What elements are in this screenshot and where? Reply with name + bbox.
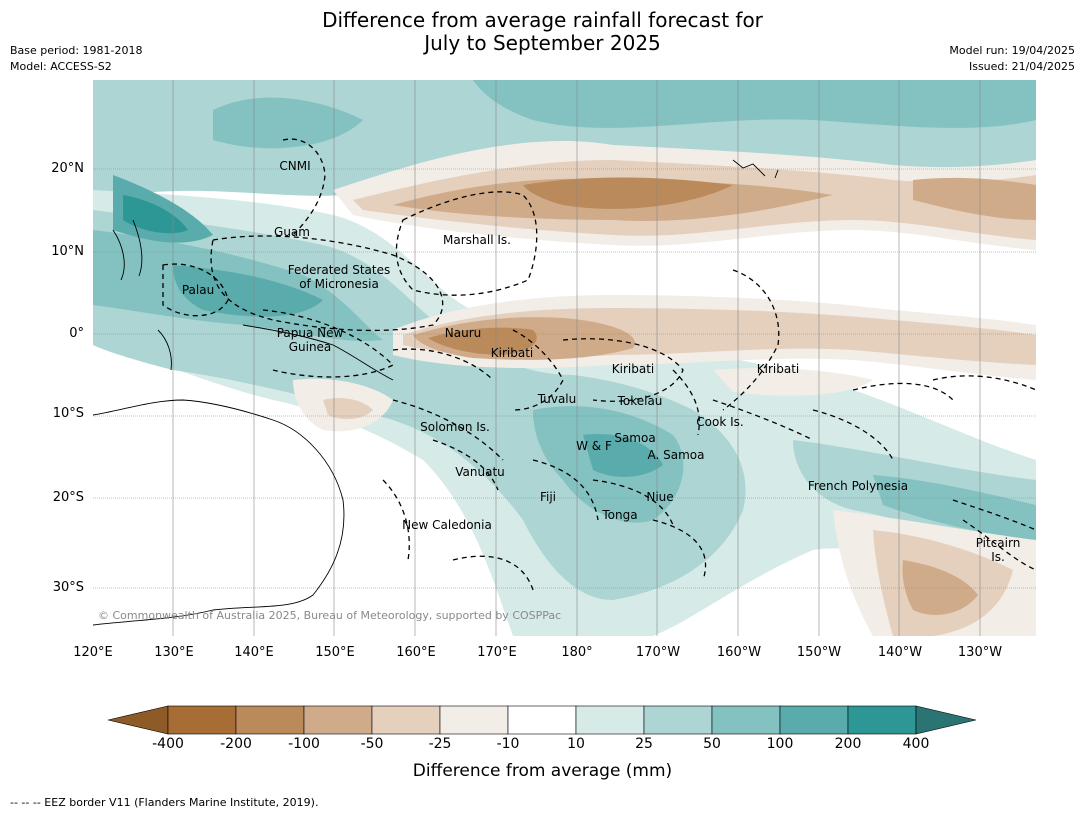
region-label: Nauru [444,326,482,340]
longitude-tick: 170°W [635,645,681,660]
colorbar-segment [711,705,781,735]
model-name: Model: ACCESS-S2 [10,60,112,73]
colorbar-tick-label: -400 [152,736,184,752]
region-label: Fiji [539,490,557,504]
latitude-tick: 20°N [51,161,84,176]
region-label: Papua New Guinea [276,326,344,354]
colorbar-tick-label: 50 [703,736,721,752]
longitude-tick: 130°W [957,645,1003,660]
colorbar-over-triangle [915,705,977,735]
copyright-notice: © Commonwealth of Australia 2025, Bureau… [98,609,562,622]
longitude-tick: 140°E [234,645,274,660]
colorbar-segment [507,705,577,735]
eez-borders [162,138,1036,591]
region-label: Tuvalu [537,392,577,406]
colorbar-segment [847,705,917,735]
region-label: Kiribati [490,346,534,360]
map-title-line1: Difference from average rainfall forecas… [322,8,763,32]
latitude-tick: 0° [69,326,84,341]
colorbar-tick-label: 200 [834,736,862,752]
longitude-tick: 150°W [796,645,842,660]
longitude-tick: 140°W [877,645,923,660]
region-label: Kiribati [756,362,800,376]
colorbar-segment [235,705,305,735]
colorbar-tick-label: -50 [360,736,384,752]
base-period: Base period: 1981-2018 [10,44,143,57]
rainfall-map [93,80,1036,636]
longitude-tick: 180° [561,645,593,660]
colorbar-under-triangle [107,705,169,735]
graticule [93,80,1036,636]
region-label: Guam [274,225,310,239]
region-label: Vanuatu [455,465,505,479]
colorbar-title: Difference from average (mm) [412,761,673,781]
colorbar-segment [575,705,645,735]
region-label: Palau [181,283,215,297]
region-label: Niue [646,490,674,504]
region-label: Marshall Is. [443,233,511,247]
region-label: Cook Is. [696,415,744,429]
model-run: Model run: 19/04/2025 [949,44,1075,57]
colorbar-segment [643,705,713,735]
longitude-tick: 120°E [73,645,113,660]
colorbar-tick-label: -200 [220,736,252,752]
region-label: Samoa [614,431,656,445]
colorbar-segment [779,705,849,735]
issued-date: Issued: 21/04/2025 [968,60,1075,73]
region-label: A. Samoa [647,448,705,462]
colorbar-segment [371,705,441,735]
colorbar-tick-label: 10 [567,736,585,752]
latitude-tick: 10°S [52,406,84,421]
colorbar-segment [439,705,509,735]
longitude-tick: 150°E [315,645,355,660]
latitude-tick: 30°S [52,580,84,595]
region-label: Pitcairn Is. [975,536,1021,564]
colorbar-tick-label: 100 [766,736,794,752]
region-label: New Caledonia [402,518,492,532]
region-label: Federated States of Micronesia [287,263,391,291]
latitude-tick: 20°S [52,490,84,505]
colorbar [107,705,977,735]
longitude-tick: 160°W [716,645,762,660]
latitude-tick: 10°N [51,244,84,259]
longitude-tick: 130°E [154,645,194,660]
region-label: CNMI [279,159,311,173]
colorbar-tick-label: 400 [902,736,930,752]
map-title-line2: July to September 2025 [424,31,661,55]
longitude-tick: 170°E [477,645,517,660]
longitude-tick: 160°E [396,645,436,660]
colorbar-tick-label: -10 [496,736,520,752]
region-label: W & F [576,439,612,453]
colorbar-segment [167,705,237,735]
region-label: Solomon Is. [420,420,490,434]
colorbar-tick-label: -25 [428,736,452,752]
region-label: Tokelau [617,394,663,408]
region-label: Tonga [602,508,638,522]
colorbar-tick-label: 25 [635,736,653,752]
colorbar-tick-label: -100 [288,736,320,752]
coastlines [93,159,779,626]
colorbar-segment [303,705,373,735]
region-label: French Polynesia [807,479,909,493]
region-label: Kiribati [611,362,655,376]
eez-footnote: -- -- -- EEZ border V11 (Flanders Marine… [10,796,319,809]
